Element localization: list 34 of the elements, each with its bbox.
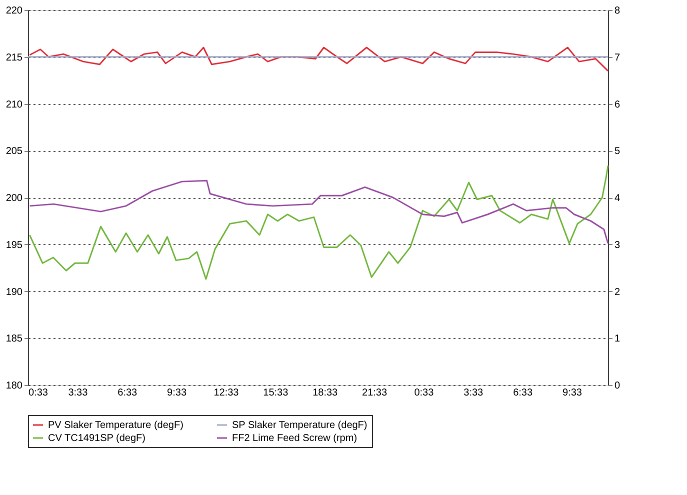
x-tick-label: 3:33 bbox=[68, 388, 88, 398]
y2-tick-label: 1 bbox=[614, 334, 620, 345]
y2-tick-label: 0 bbox=[614, 380, 620, 392]
y-tick-label: 200 bbox=[6, 193, 23, 204]
x-tick-label: 6:33 bbox=[118, 388, 138, 398]
y-tick-label: 215 bbox=[6, 52, 23, 64]
legend-label: SP Slaker Temperature (degF) bbox=[232, 420, 368, 431]
y2-tick-label: 2 bbox=[614, 286, 620, 298]
y-tick-label: 205 bbox=[6, 146, 23, 158]
x-tick-label: 6:33 bbox=[513, 388, 533, 398]
y2-tick-label: 3 bbox=[614, 240, 620, 251]
x-tick-label: 0:33 bbox=[28, 388, 48, 398]
x-tick-label: 15:33 bbox=[263, 388, 289, 398]
y-tick-label: 180 bbox=[6, 380, 23, 392]
x-tick-label: 9:33 bbox=[167, 388, 187, 398]
y2-tick-label: 8 bbox=[614, 6, 620, 16]
y-tick-label: 220 bbox=[6, 6, 23, 16]
y-tick-label: 195 bbox=[6, 240, 23, 251]
y2-tick-label: 5 bbox=[614, 146, 620, 158]
x-tick-label: 18:33 bbox=[312, 388, 338, 398]
y-tick-label: 190 bbox=[6, 286, 23, 298]
y2-tick-label: 6 bbox=[614, 99, 620, 110]
x-tick-label: 0:33 bbox=[414, 388, 434, 398]
y-tick-label: 185 bbox=[6, 334, 23, 345]
legend-label: CV TC1491SP (degF) bbox=[48, 433, 146, 444]
legend-label: FF2 Lime Feed Screw (rpm) bbox=[232, 433, 358, 444]
x-tick-label: 12:33 bbox=[214, 388, 240, 398]
x-tick-label: 3:33 bbox=[464, 388, 484, 398]
y2-tick-label: 7 bbox=[614, 52, 620, 64]
y-tick-label: 210 bbox=[6, 99, 23, 110]
y2-tick-label: 4 bbox=[614, 193, 620, 204]
x-tick-label: 9:33 bbox=[562, 388, 582, 398]
legend-label: PV Slaker Temperature (degF) bbox=[48, 420, 184, 431]
x-tick-label: 21:33 bbox=[362, 388, 388, 398]
